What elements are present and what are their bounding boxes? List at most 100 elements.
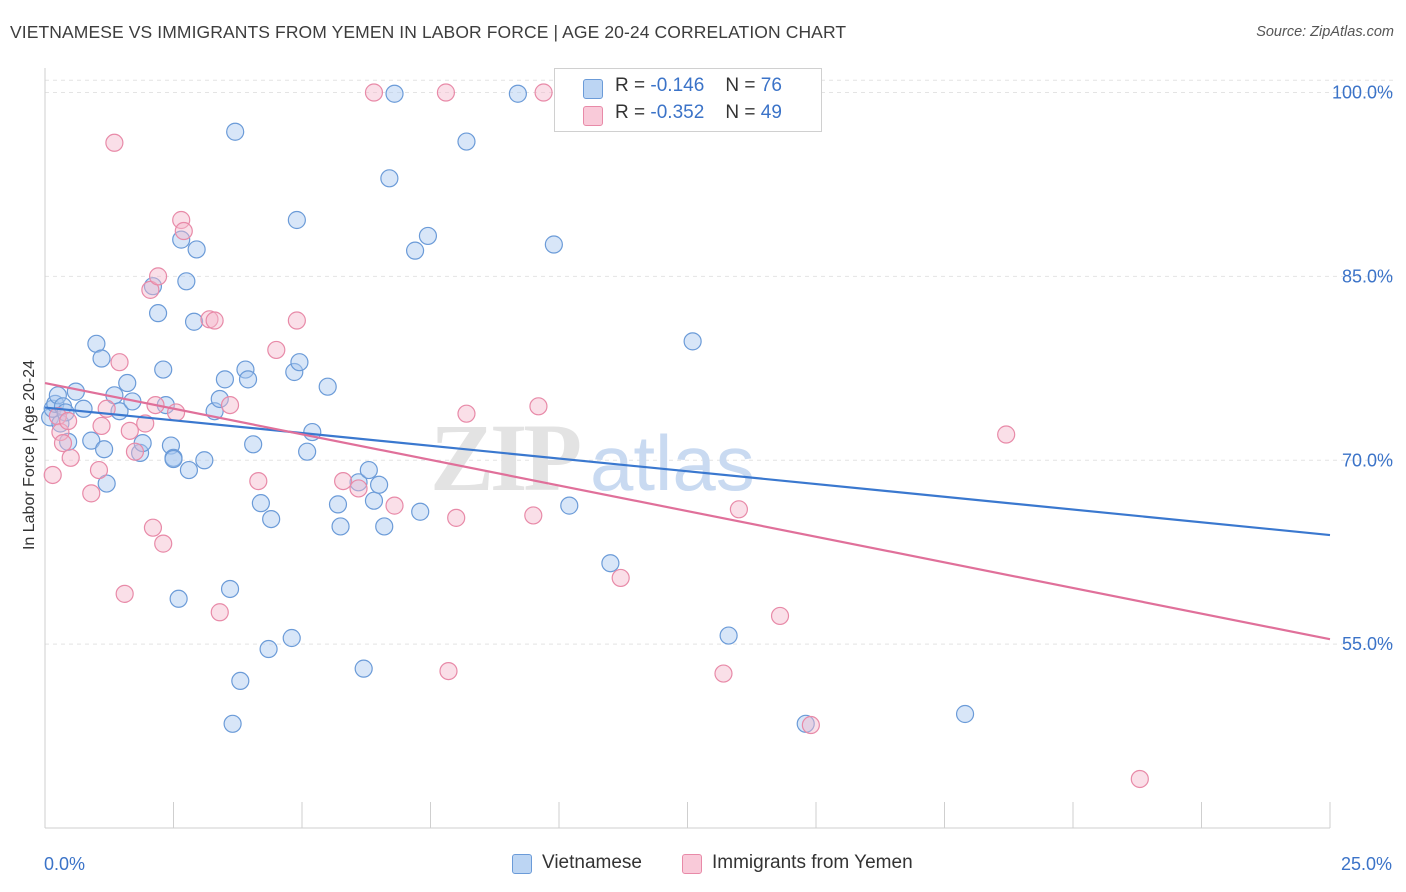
vietnamese-point (508, 84, 527, 103)
legend-n-label: N = (725, 75, 756, 96)
chart-source: Source: ZipAtlas.com (1256, 24, 1394, 40)
vietnamese-point (370, 475, 389, 494)
yemen-point (267, 340, 286, 360)
vietnamese-point (169, 589, 188, 608)
vietnamese-point (187, 240, 206, 259)
vietnamese-point (231, 671, 250, 691)
vietnamese-point (220, 579, 240, 599)
yemen-point (1130, 769, 1149, 789)
yemen-point (611, 568, 630, 588)
legend-r-label: R = (615, 75, 646, 96)
yemen-point (534, 83, 553, 102)
yemen-point (997, 425, 1016, 444)
yemen-point (141, 280, 160, 299)
vietnamese-point (683, 332, 702, 351)
legend-swatch-blue (583, 79, 603, 99)
legend-r-value: -0.146 (650, 75, 705, 96)
vietnamese-point (457, 132, 476, 151)
yemen-point (436, 83, 456, 102)
yemen-point (136, 414, 155, 433)
yemen-point (143, 518, 163, 537)
legend-swatch-pink (583, 106, 603, 126)
yemen-point (770, 606, 790, 626)
yemen-point (43, 465, 62, 485)
vietnamese-point (92, 349, 111, 368)
vietnamese-trend-line (44, 406, 1331, 537)
yemen-point (524, 506, 543, 525)
legend-n-value: 76 (760, 75, 782, 96)
vietnamese-point (97, 474, 116, 493)
vietnamese-point (328, 495, 348, 514)
yemen-point (166, 403, 186, 422)
vietnamese-points (41, 84, 975, 733)
yemen-point (105, 133, 124, 152)
y-tick-label: 100.0% (1332, 83, 1393, 103)
vietnamese-point (290, 353, 309, 372)
yemen-point (48, 407, 67, 426)
yemen-point (172, 210, 191, 230)
yemen-point (210, 603, 229, 622)
chart-title: VIETNAMESE VS IMMIGRANTS FROM YEMEN IN L… (10, 22, 847, 42)
vietnamese-point (411, 502, 430, 521)
yemen-point (447, 508, 466, 527)
legend-text-2: R = -0.352 N = 49 (615, 102, 782, 124)
vietnamese-point (164, 449, 183, 469)
vietnamese-point (226, 122, 245, 141)
yemen-point (92, 416, 111, 436)
y-tick-labels: 55.0% 70.0% 85.0% 100.0% (1332, 83, 1393, 655)
x-tick-label-max: 25.0% (1341, 854, 1392, 874)
yemen-point (529, 397, 548, 416)
y-axis-label: In Labor Force | Age 20-24 (21, 360, 38, 550)
vietnamese-point (560, 496, 579, 515)
yemen-point (120, 421, 139, 440)
yemen-point (148, 267, 168, 286)
vietnamese-point (375, 517, 394, 536)
x-ticks (173, 802, 1331, 828)
vietnamese-point (380, 169, 399, 188)
yemen-point (220, 395, 240, 415)
yemen-point (249, 471, 268, 491)
yemen-point (205, 311, 224, 330)
vietnamese-point (298, 442, 317, 461)
vietnamese-point (601, 554, 620, 573)
yemen-point (59, 411, 78, 431)
legend-text-1: R = -0.146 N = 76 (615, 75, 782, 97)
vietnamese-point (82, 431, 101, 450)
legend-r-label: R = (615, 102, 646, 123)
vietnamese-point (238, 370, 258, 389)
yemen-point (174, 221, 193, 241)
yemen-point (53, 433, 73, 453)
vietnamese-point (318, 377, 337, 396)
vietnamese-point (349, 473, 368, 492)
vietnamese-point (66, 382, 85, 401)
legend-r-value: -0.352 (650, 102, 705, 123)
yemen-trend-line (44, 381, 1331, 641)
yemen-point (89, 460, 109, 480)
vietnamese-point (95, 440, 114, 459)
yemen-point (115, 584, 134, 603)
vietnamese-point (719, 626, 738, 645)
watermark-atlas: atlas (590, 419, 755, 507)
yemen-point (154, 534, 173, 553)
vietnamese-point (148, 304, 168, 323)
yemen-point (61, 448, 80, 467)
vietnamese-point (215, 370, 234, 389)
y-tick-label: 55.0% (1342, 634, 1393, 654)
legend-n-label: N = (725, 102, 756, 123)
vietnamese-point (244, 435, 263, 454)
yemen-point (82, 484, 101, 503)
vietnamese-point (285, 362, 304, 382)
vietnamese-point (359, 460, 378, 480)
series-swatch-blue (512, 854, 532, 874)
yemen-point (457, 404, 476, 423)
y-tick-label: 70.0% (1342, 450, 1393, 470)
vietnamese-point (184, 312, 204, 331)
vietnamese-point (210, 389, 229, 409)
vietnamese-point (48, 386, 67, 405)
series-swatch-pink (682, 854, 702, 874)
vietnamese-point (262, 509, 281, 529)
vietnamese-point (154, 360, 173, 379)
vietnamese-point (331, 517, 350, 536)
correlation-legend: R = -0.146 N = 76 R = -0.352 N = 49 (554, 68, 822, 132)
yemen-point (801, 715, 820, 735)
